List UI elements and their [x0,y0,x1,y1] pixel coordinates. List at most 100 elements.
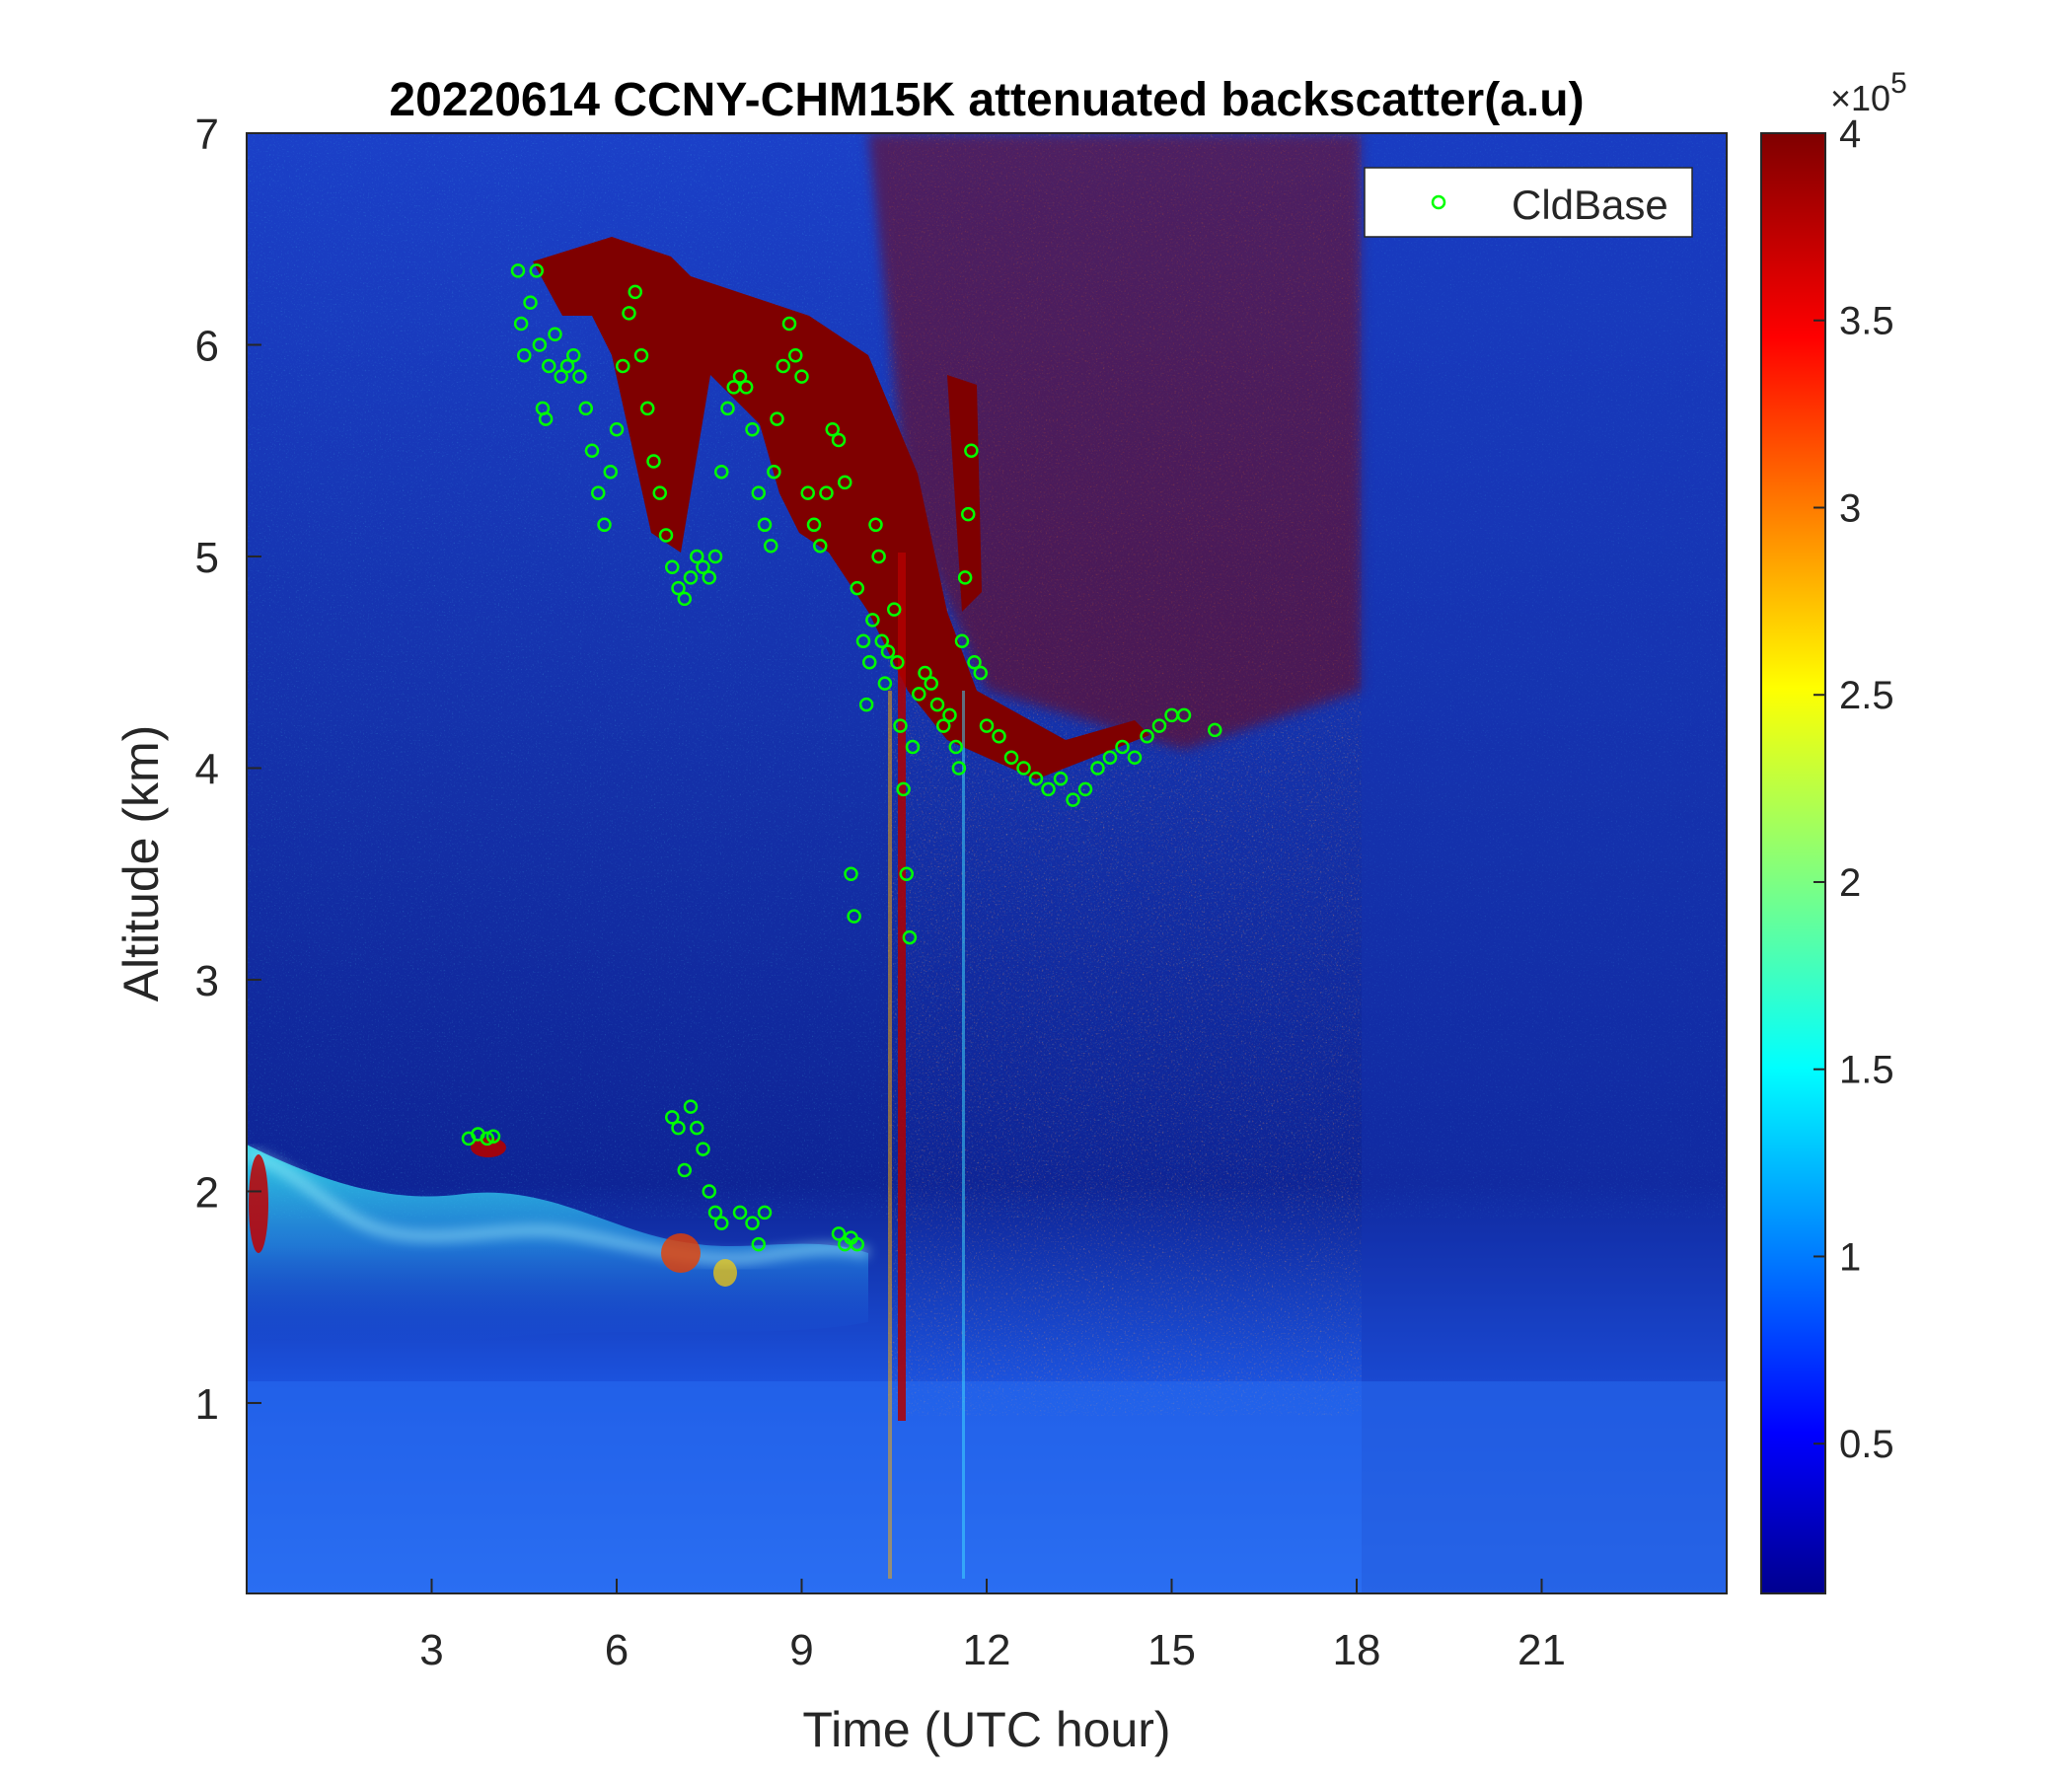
cldbase-point [578,401,593,416]
cldbase-point [538,411,554,426]
cldbase-point [702,1184,716,1199]
cldbase-point [905,739,921,755]
precipitation-streak [898,553,906,1421]
cldbase-point [788,347,803,363]
y-tick-label: 6 [195,322,219,370]
cldbase-point [707,1205,723,1221]
cldbase-point [480,1131,494,1147]
cldbase-point [572,369,587,384]
precipitation-streak [962,691,965,1579]
cldbase-point [1003,750,1019,766]
cldbase-point [559,358,575,374]
cldbase-point [781,316,797,332]
cldbase-point [671,580,686,596]
cldbase-point [825,422,840,437]
cldbase-point [979,718,995,733]
cldbase-point [745,422,760,437]
cldbase-point [1151,718,1167,733]
cldbase-point [973,665,988,681]
cldbase-point [671,1120,686,1136]
cldbase-point [880,644,896,659]
y-tick-label: 3 [195,957,219,1005]
cldbase-point [751,485,766,500]
cldbase-point [714,464,729,480]
cldbase-point [640,401,655,416]
y-tick-label: 7 [195,111,219,159]
cldbase-point [757,517,773,533]
cldbase-point [677,591,692,607]
y-tick-label: 1 [195,1380,219,1429]
cldbase-point [1041,781,1056,797]
boundary-layer-band [247,1145,868,1345]
cldbase-point [924,676,938,691]
aerosol-spot [661,1233,701,1273]
legend-label: CldBase [1512,182,1668,228]
diffuse-cloud-region [868,133,1362,750]
cldbase-point [1028,771,1044,786]
cldbase-point [874,633,889,649]
cldbase-point [877,676,893,691]
cldbase-point [764,539,778,554]
cldbase-point [942,707,957,723]
aerosol-spot [471,1138,506,1157]
cldbase-point [591,485,606,500]
cldbase-point [690,549,704,564]
cldbase-point [893,718,908,733]
cldbase-point [1053,771,1069,786]
cldbase-point [658,528,674,543]
colorbar-ticks: 0.5 1 1.5 2 2.5 3 3.5 4 [1813,112,1894,1466]
cldbase-point [665,559,680,574]
cldbase-point [948,739,963,755]
cldbase-point [954,633,970,649]
cldbase-point [542,358,556,374]
cldbase-point [1208,722,1222,738]
cldbase-point [992,729,1006,744]
colorbar-tick-label: 1.5 [1839,1049,1894,1092]
colorbar-tick-label: 1 [1839,1235,1861,1279]
cldbase-point [868,517,883,533]
cldbase-point [646,454,661,469]
cldbase-point [1102,750,1118,766]
x-tick-label: 6 [605,1626,629,1674]
cldbase-point [831,1226,847,1241]
cldbase-point [683,1099,699,1114]
late-period-region [1362,133,1727,1593]
x-tick-label: 12 [963,1626,1011,1674]
cldbase-point [794,369,809,384]
cldbase-point [1016,761,1031,776]
cldbase-point [887,602,902,617]
cldbase-point [548,327,562,342]
cldbase-point [912,687,926,702]
colorbar-multiplier: ×105 [1830,67,1907,118]
chart-title: 20220614 CCNY-CHM15K attenuated backscat… [389,74,1584,126]
cldbase-point [838,475,852,490]
y-axis-ticks: 1 2 3 4 5 6 7 [195,111,261,1429]
cldbase-point [1140,729,1154,744]
cldbase-point [957,570,973,585]
cldbase-point [813,539,828,554]
cldbase-point [918,665,932,681]
cldbase-point [865,613,880,628]
high-cloud-layer [533,237,1149,779]
cldbase-point [858,697,874,712]
cldbase-point [707,549,723,564]
x-tick-label: 9 [789,1626,813,1674]
cldbase-point [739,380,754,395]
cldbase-point [714,1216,729,1230]
cldbase-point [554,369,568,384]
cldbase-point [677,1162,692,1178]
cldbase-point [732,369,748,384]
x-tick-label: 3 [419,1626,443,1674]
cldbase-point [628,284,642,300]
cldbase-point [523,295,538,310]
cldbase-point [1066,792,1080,807]
cldbase-point [1077,781,1093,797]
boundary-layer-top [247,1149,870,1264]
cldbase-point [806,517,822,533]
precipitation-streak [888,691,892,1579]
cldbase-point [890,654,905,670]
colorbar-tick-label: 2.5 [1839,674,1894,717]
cldbase-point [929,697,945,712]
colorbar-tick-label: 3 [1839,486,1861,530]
